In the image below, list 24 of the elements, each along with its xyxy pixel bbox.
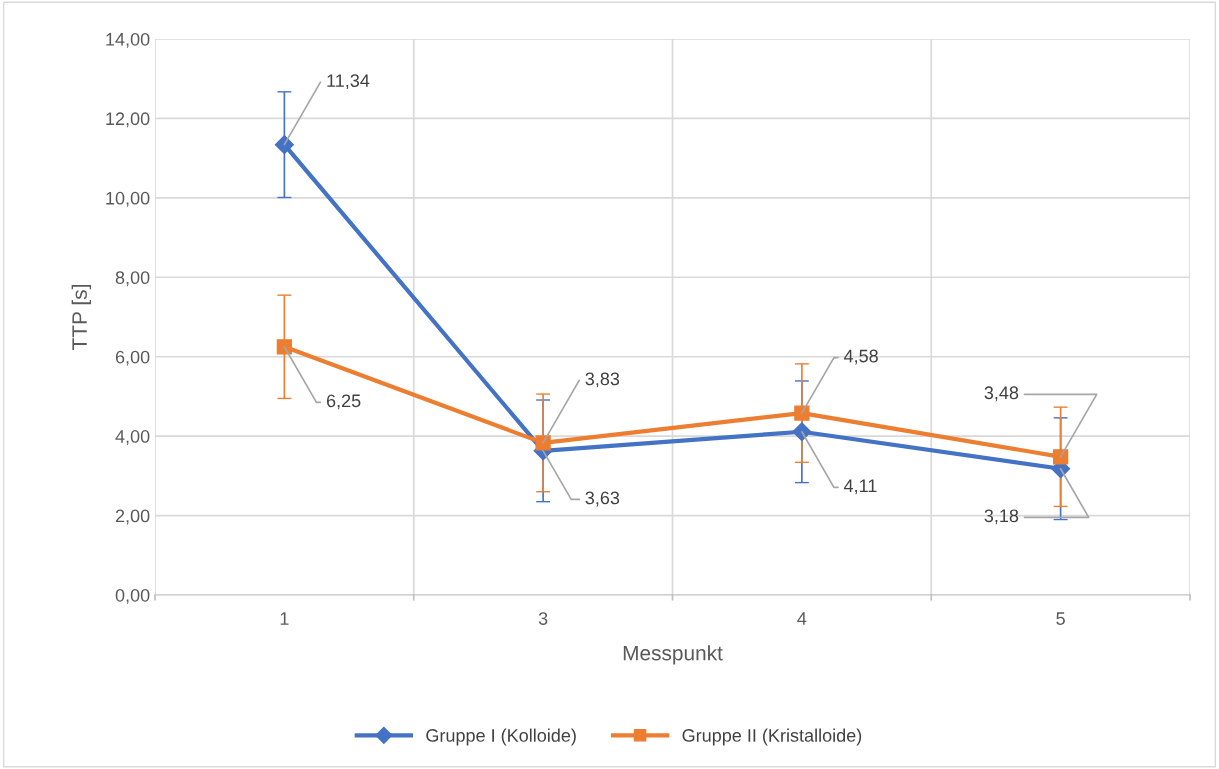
y-tick-label: 4,00 bbox=[115, 430, 150, 445]
data-label: 6,25 bbox=[326, 394, 361, 410]
data-label: 11,34 bbox=[327, 74, 370, 90]
y-tick-label: 0,00 bbox=[115, 588, 150, 604]
y-axis-title: TTP [s] bbox=[71, 285, 92, 350]
x-tick-label: 1 bbox=[280, 612, 289, 625]
data-label: 3,83 bbox=[585, 372, 620, 388]
x-tick-label: 4 bbox=[797, 612, 807, 625]
y-tick-label: 2,00 bbox=[115, 509, 150, 525]
legend-label: Gruppe I (Kolloide) bbox=[426, 728, 576, 746]
legend-label: Gruppe II (Kristalloide) bbox=[682, 728, 862, 746]
x-tick-label: 5 bbox=[1056, 612, 1065, 625]
data-label: 3,18 bbox=[984, 509, 1019, 525]
y-tick-label: 6,00 bbox=[115, 350, 150, 366]
y-tick-label: 10,00 bbox=[106, 191, 150, 207]
y-tick-label: 14,00 bbox=[106, 32, 150, 48]
data-label: 3,48 bbox=[984, 386, 1019, 402]
y-tick-label: 12,00 bbox=[106, 112, 150, 128]
x-axis-title: Messpunkt bbox=[623, 645, 723, 665]
data-label: 3,63 bbox=[585, 491, 620, 507]
x-tick-label: 3 bbox=[538, 612, 548, 625]
data-label: 4,11 bbox=[843, 479, 877, 495]
data-label: 4,58 bbox=[843, 349, 878, 365]
y-tick-label: 8,00 bbox=[115, 271, 150, 287]
